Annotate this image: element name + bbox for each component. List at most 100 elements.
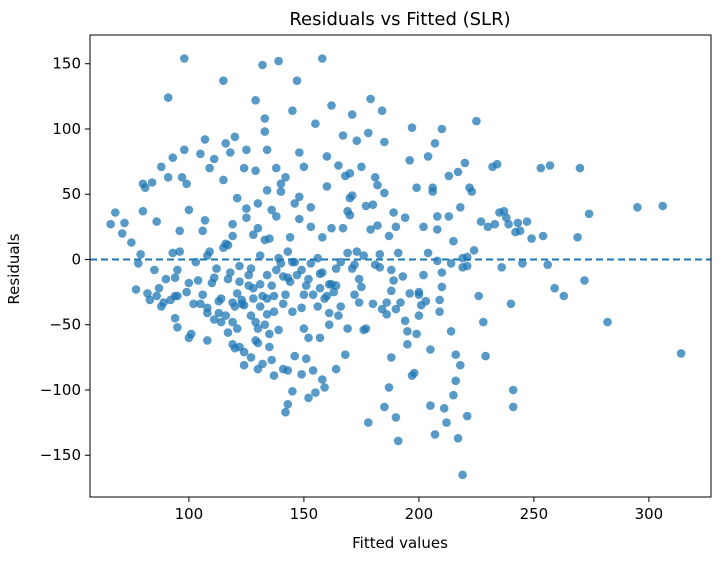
data-point bbox=[285, 277, 295, 287]
data-point bbox=[306, 222, 316, 232]
data-point bbox=[389, 276, 398, 285]
y-tick-label: 150 bbox=[52, 55, 81, 73]
data-point bbox=[223, 240, 233, 250]
data-point bbox=[366, 225, 375, 234]
data-point bbox=[249, 294, 258, 303]
data-point bbox=[216, 294, 226, 303]
data-point bbox=[163, 173, 173, 182]
data-point bbox=[313, 302, 323, 311]
data-point bbox=[522, 217, 532, 226]
data-point bbox=[446, 327, 456, 336]
data-point bbox=[398, 272, 408, 281]
data-point bbox=[299, 162, 309, 172]
data-point bbox=[508, 402, 518, 412]
data-point bbox=[170, 313, 180, 323]
data-point bbox=[357, 162, 366, 172]
data-point bbox=[318, 233, 327, 242]
data-point bbox=[170, 273, 180, 283]
data-point bbox=[180, 145, 189, 155]
data-point bbox=[272, 163, 281, 173]
data-point bbox=[262, 294, 272, 303]
data-point bbox=[410, 368, 419, 378]
data-point bbox=[347, 110, 357, 119]
data-point bbox=[504, 219, 513, 229]
axes-frame bbox=[89, 34, 712, 498]
data-point bbox=[203, 308, 212, 318]
x-tick-label: 250 bbox=[520, 505, 549, 523]
data-point bbox=[497, 263, 507, 272]
data-point bbox=[251, 317, 260, 327]
data-point bbox=[262, 310, 272, 319]
data-point bbox=[249, 283, 258, 293]
data-point bbox=[249, 230, 258, 239]
data-point bbox=[221, 311, 230, 320]
data-point bbox=[299, 290, 309, 300]
data-point bbox=[251, 166, 260, 175]
data-point bbox=[290, 199, 300, 208]
data-point bbox=[423, 248, 433, 258]
data-point bbox=[327, 223, 336, 233]
data-point bbox=[361, 324, 371, 333]
data-point bbox=[458, 470, 467, 480]
data-point bbox=[117, 229, 127, 238]
data-point bbox=[120, 218, 129, 228]
data-point bbox=[499, 206, 509, 216]
y-tick-label: −150 bbox=[40, 446, 81, 464]
data-point bbox=[154, 283, 164, 293]
data-point bbox=[242, 145, 251, 155]
data-point bbox=[375, 263, 385, 272]
data-point bbox=[377, 106, 387, 115]
y-tick-label: −100 bbox=[40, 381, 81, 399]
data-point bbox=[219, 76, 228, 85]
data-point bbox=[182, 287, 191, 297]
data-point bbox=[456, 360, 465, 370]
data-point bbox=[283, 247, 293, 256]
data-point bbox=[527, 234, 536, 243]
data-point bbox=[449, 236, 458, 246]
data-point bbox=[246, 311, 256, 320]
data-point bbox=[421, 296, 431, 306]
data-point bbox=[384, 383, 394, 392]
data-point bbox=[281, 290, 290, 300]
data-point bbox=[306, 203, 316, 212]
data-point bbox=[345, 210, 355, 220]
data-point bbox=[315, 283, 325, 293]
data-point bbox=[177, 173, 187, 182]
data-point bbox=[230, 132, 240, 142]
data-point bbox=[322, 182, 332, 191]
data-point bbox=[308, 290, 318, 300]
data-point bbox=[373, 180, 382, 190]
data-point bbox=[322, 152, 332, 161]
data-point bbox=[274, 325, 283, 335]
data-point bbox=[387, 265, 396, 275]
data-point bbox=[460, 158, 470, 168]
data-point bbox=[272, 265, 281, 275]
data-point bbox=[301, 354, 311, 364]
data-point bbox=[446, 259, 456, 268]
data-point bbox=[444, 212, 454, 221]
data-point bbox=[196, 299, 205, 309]
data-point bbox=[453, 167, 463, 177]
data-point bbox=[265, 329, 274, 339]
data-point bbox=[368, 200, 378, 209]
data-point bbox=[354, 274, 364, 284]
data-point bbox=[168, 153, 178, 162]
data-point bbox=[423, 152, 433, 161]
data-point bbox=[253, 338, 263, 348]
data-point bbox=[267, 205, 277, 215]
data-point bbox=[405, 289, 415, 298]
data-point bbox=[226, 268, 235, 277]
data-point bbox=[508, 385, 518, 395]
data-point bbox=[313, 253, 323, 263]
data-point bbox=[232, 193, 242, 203]
x-tick-label: 100 bbox=[175, 505, 204, 523]
data-point bbox=[419, 270, 428, 280]
data-point bbox=[209, 315, 219, 324]
data-point bbox=[299, 324, 309, 333]
data-point bbox=[262, 186, 272, 195]
data-point bbox=[143, 289, 152, 298]
data-point bbox=[196, 149, 205, 159]
data-point bbox=[228, 317, 237, 327]
data-point bbox=[209, 154, 219, 164]
